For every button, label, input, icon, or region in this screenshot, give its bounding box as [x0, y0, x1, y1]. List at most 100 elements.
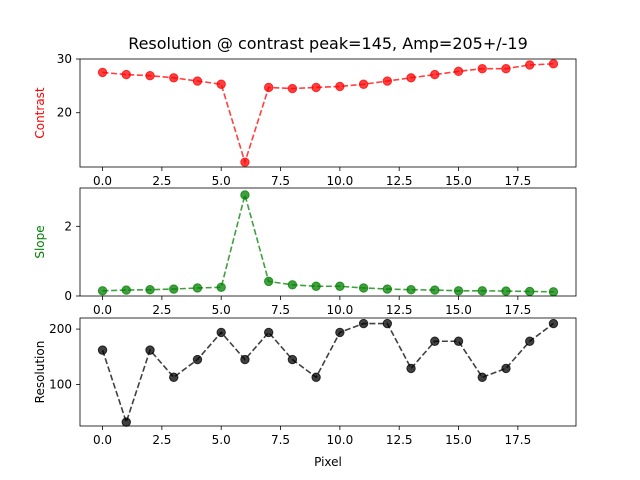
x-tick-label: 5.0 — [212, 433, 231, 447]
data-point — [192, 76, 203, 86]
x-tick-label: 5.0 — [212, 303, 231, 317]
data-point — [121, 285, 131, 295]
data-point — [287, 83, 298, 94]
data-point — [382, 284, 393, 294]
data-point — [477, 286, 487, 296]
data-point — [548, 318, 559, 329]
x-tick-label: 17.5 — [504, 303, 531, 317]
x-tick-label: 12.5 — [386, 303, 413, 317]
data-point — [525, 336, 535, 346]
x-tick-label: 15.0 — [445, 433, 472, 447]
y-tick-label: 0 — [64, 289, 72, 303]
x-tick-label: 17.5 — [504, 433, 531, 447]
data-point — [430, 336, 440, 346]
data-point — [406, 73, 416, 83]
data-point — [335, 327, 345, 338]
x-tick-label: 10.0 — [327, 303, 354, 317]
x-tick-label: 12.5 — [386, 174, 413, 188]
data-point — [169, 73, 179, 83]
x-tick-label: 0.0 — [93, 303, 112, 317]
data-point — [335, 81, 345, 92]
data-point — [121, 69, 131, 80]
x-tick-label: 5.0 — [212, 174, 231, 188]
y-tick-label: 200 — [49, 322, 72, 336]
data-point — [382, 318, 393, 329]
x-tick-label: 2.5 — [152, 174, 171, 188]
data-point — [263, 276, 274, 287]
y-axis-label: Contrast — [33, 87, 47, 139]
x-tick-label: 15.0 — [445, 303, 472, 317]
data-point — [263, 82, 274, 93]
y-tick-label: 30 — [57, 52, 72, 66]
data-point — [240, 190, 250, 200]
y-tick-label: 100 — [49, 377, 72, 391]
y-axis-label: Slope — [33, 225, 47, 258]
x-tick-label: 0.0 — [93, 174, 112, 188]
data-point — [240, 157, 250, 167]
data-point — [358, 79, 369, 89]
data-point — [548, 287, 559, 297]
data-point — [430, 69, 440, 80]
data-point — [287, 354, 298, 365]
x-tick-label: 7.5 — [271, 303, 290, 317]
axes-frame-1 — [79, 187, 577, 297]
series-line-1 — [102, 191, 554, 293]
x-tick-label: 2.5 — [152, 303, 171, 317]
x-axis-label: Pixel — [314, 455, 342, 469]
series-line-2 — [101, 322, 554, 425]
y-axis-label: Resolution — [33, 341, 47, 404]
data-point — [192, 354, 203, 365]
data-point — [406, 285, 416, 295]
data-point — [263, 327, 274, 338]
data-point — [145, 70, 155, 81]
x-tick-label: 2.5 — [152, 433, 171, 447]
data-point — [145, 345, 155, 355]
data-point — [501, 63, 511, 74]
x-tick-label: 10.0 — [327, 433, 354, 447]
data-point — [453, 66, 464, 77]
x-tick-label: 7.5 — [271, 174, 290, 188]
data-point — [97, 67, 108, 78]
chart-title: Resolution @ contrast peak=145, Amp=205+… — [128, 34, 528, 53]
data-point — [358, 283, 369, 293]
data-point — [477, 372, 487, 382]
data-point — [382, 76, 393, 86]
y-tick-label: 2 — [64, 219, 72, 233]
data-point — [430, 285, 440, 295]
data-point — [169, 284, 179, 294]
data-point — [121, 417, 131, 427]
data-point — [97, 286, 108, 296]
x-tick-label: 15.0 — [445, 174, 472, 188]
data-point — [311, 372, 321, 382]
data-point — [97, 345, 108, 355]
data-point — [240, 354, 250, 365]
data-point — [453, 336, 464, 346]
data-point — [216, 282, 226, 292]
series-line-0 — [102, 63, 554, 165]
data-point — [453, 286, 464, 296]
data-point — [358, 318, 369, 329]
data-point — [501, 363, 511, 374]
data-point — [477, 63, 487, 74]
data-point — [525, 60, 535, 70]
axes-frame-2 — [79, 317, 577, 427]
x-tick-label: 17.5 — [504, 174, 531, 188]
data-point — [169, 372, 179, 382]
data-point — [311, 281, 321, 291]
data-point — [501, 286, 511, 296]
data-point — [216, 327, 226, 338]
data-point — [287, 280, 298, 290]
data-point — [216, 79, 226, 89]
data-point — [335, 281, 345, 291]
x-tick-label: 12.5 — [386, 433, 413, 447]
data-point — [145, 285, 155, 295]
data-point — [406, 363, 416, 374]
data-point — [311, 82, 321, 93]
data-point — [525, 286, 535, 297]
data-point — [548, 59, 559, 69]
x-tick-label: 0.0 — [93, 433, 112, 447]
data-point — [192, 283, 203, 293]
x-tick-label: 10.0 — [327, 174, 354, 188]
y-tick-label: 20 — [57, 106, 72, 120]
